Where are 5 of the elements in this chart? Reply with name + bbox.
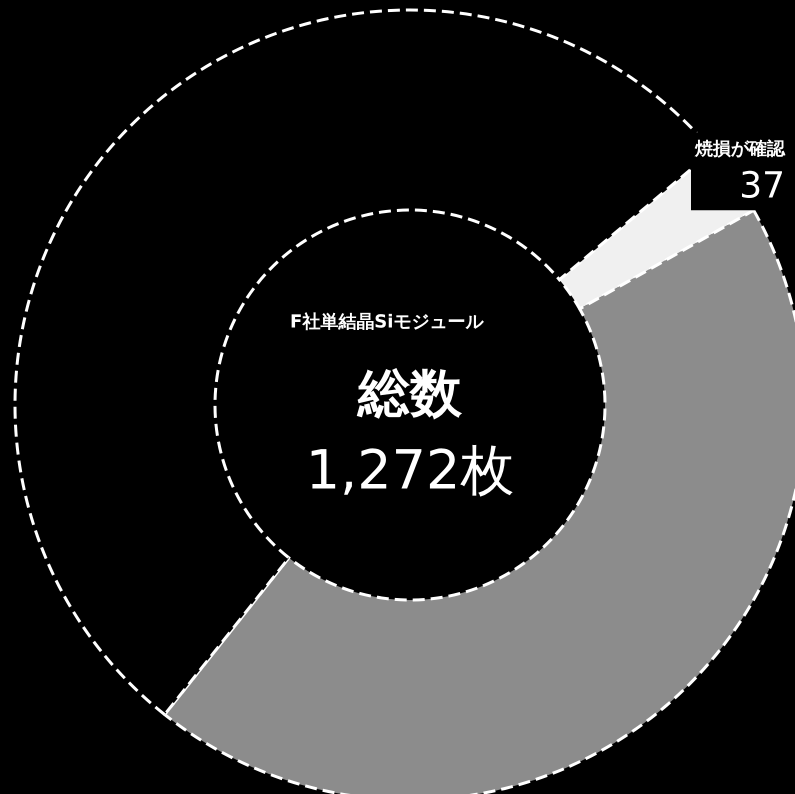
slice-label: 焼損が確認 [694,138,786,160]
text: F社単結晶Siモジュール [290,312,484,332]
text: 総数 [356,364,463,424]
text: 1,272枚 [306,438,514,502]
data-label: 37 [739,166,785,207]
